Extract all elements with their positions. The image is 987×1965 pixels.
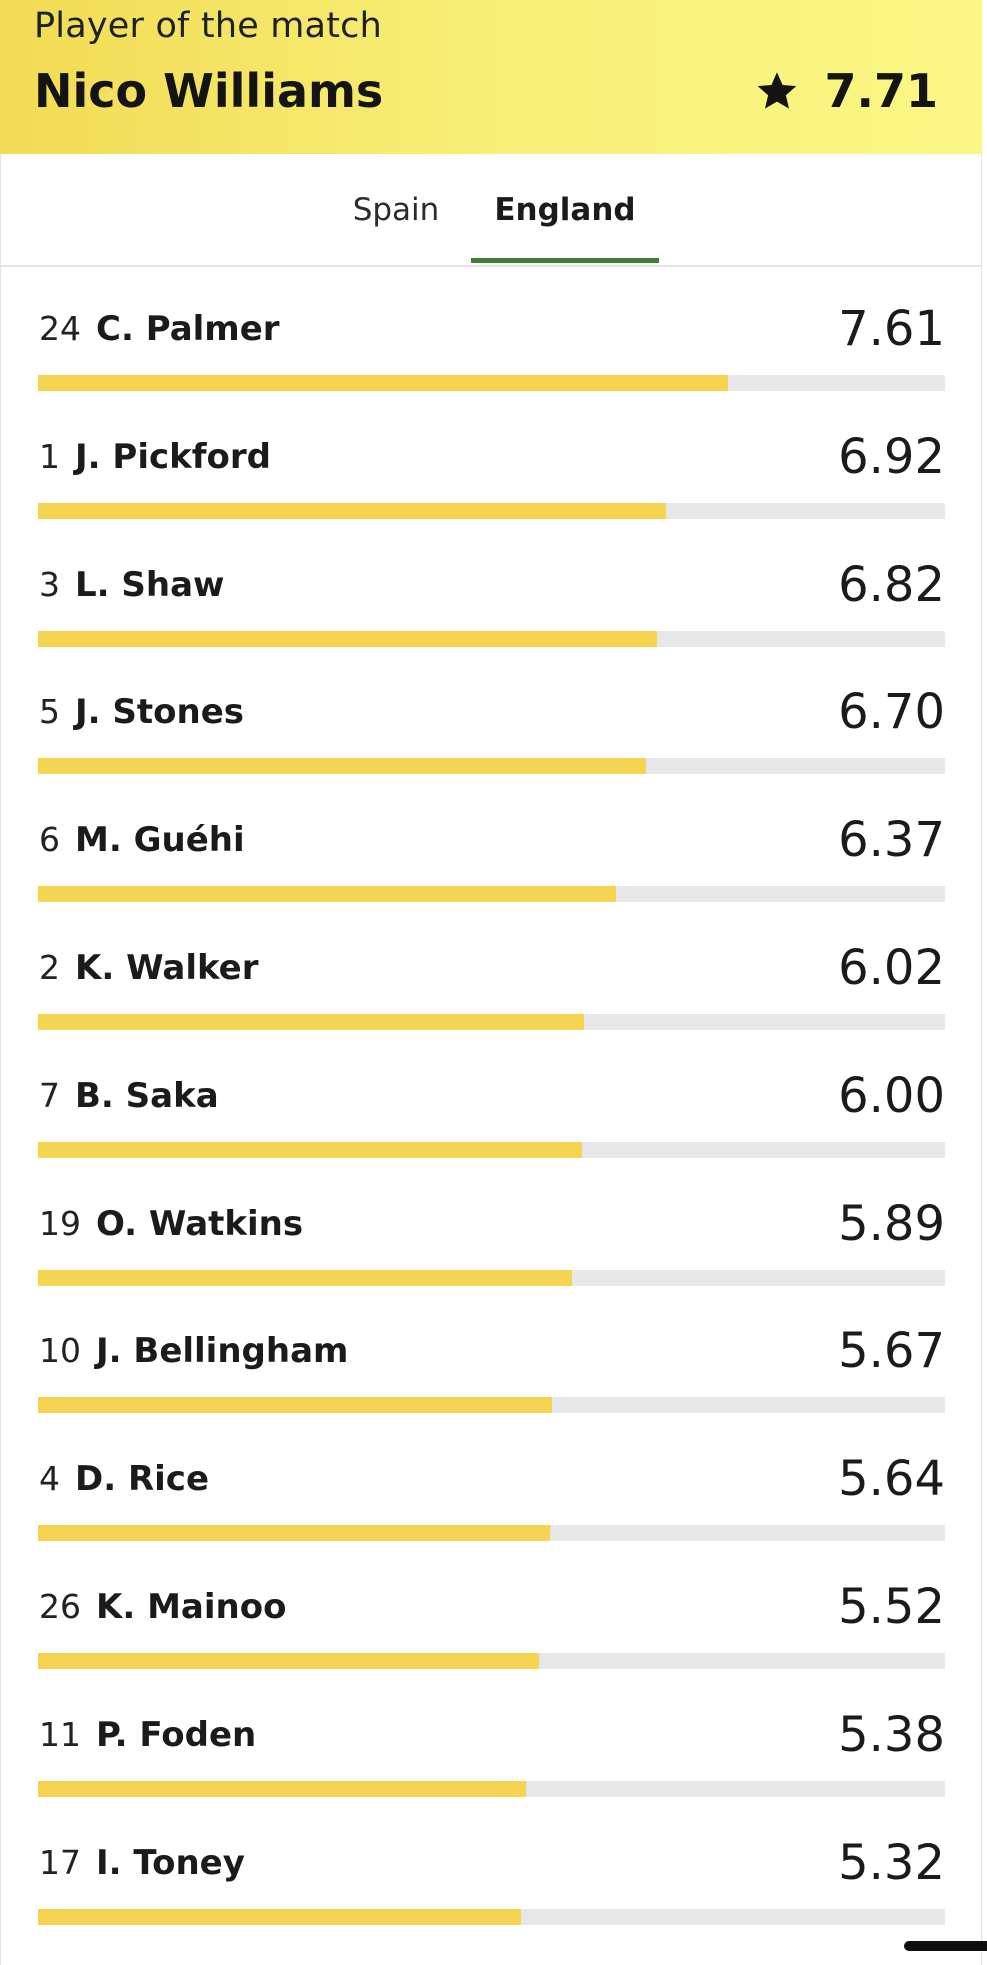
player-row[interactable]: 26 K. Mainoo 5.52 [1,1545,983,1673]
player-name: K. Mainoo [96,1587,287,1627]
player-row[interactable]: 10 J. Bellingham 5.67 [1,1289,983,1417]
player-number: 4 [39,1459,60,1499]
team-tabs: Spain England [0,154,982,267]
player-number: 10 [39,1331,81,1371]
potm-player-name: Nico Williams [34,64,384,118]
rating-bar-fill [38,1269,573,1286]
player-name: D. Rice [75,1459,210,1500]
player-row[interactable]: 5 J. Stones 6.70 [1,650,983,778]
player-row[interactable]: 6 M. Guéhi 6.37 [1,778,983,906]
player-number: 2 [39,948,60,987]
player-rating: 6.00 [838,1067,945,1124]
player-row[interactable]: 1 J. Pickford 6.92 [1,395,983,523]
player-name: J. Pickford [75,436,271,477]
rating-bar-track [38,1908,945,1925]
player-ratings-list: 24 C. Palmer 7.61 1 J. Pickford 6.92 3 L. Shaw 6… [0,267,982,1965]
rating-bar-track [38,1397,945,1414]
player-rating: 6.02 [838,940,945,996]
rating-bar-fill [38,1780,526,1797]
player-rating: 7.61 [838,301,945,357]
player-number: 1 [39,436,60,476]
player-name: J. Bellingham [96,1331,349,1372]
player-name: K. Walker [75,948,259,988]
player-row[interactable]: 4 D. Rice 5.64 [1,1417,983,1545]
player-rating: 6.92 [838,428,945,485]
potm-score: 7.71 [824,64,939,118]
rating-bar-fill [38,1397,553,1414]
potm-rating: 7.71 [755,64,939,118]
player-row[interactable]: 17 I. Toney 5.32 [1,1801,983,1929]
player-number: 19 [39,1203,81,1243]
rating-bar-track [38,758,945,775]
rating-bar-fill [38,502,666,519]
player-name: I. Toney [96,1842,245,1883]
player-name: O. Watkins [96,1203,304,1244]
rating-bar-track [38,1141,945,1158]
rating-bar-fill [38,886,616,903]
player-rating: 5.89 [838,1195,945,1252]
player-row[interactable]: 7 B. Saka 6.00 [1,1034,983,1162]
rating-bar-track [38,630,945,647]
rating-bar-fill [38,758,646,775]
player-row[interactable]: 3 L. Shaw 6.82 [1,523,983,651]
rating-bar-track [38,502,945,519]
rating-bar-fill [38,1653,539,1669]
player-number: 26 [39,1587,81,1626]
rating-bar-track [38,1780,945,1797]
player-rating: 6.70 [838,684,945,741]
player-rating: 5.67 [838,1323,945,1380]
player-of-the-match-banner: Player of the match Nico Williams 7.71 [0,0,982,154]
player-rating: 6.37 [838,812,945,869]
rating-bar-track [38,1269,945,1286]
player-number: 7 [39,1075,60,1115]
player-rating: 5.64 [838,1451,945,1508]
player-number: 17 [39,1842,81,1882]
player-name: M. Guéhi [75,820,245,861]
player-name: P. Foden [96,1714,257,1755]
player-row[interactable]: 11 P. Foden 5.38 [1,1673,983,1801]
tab-spain[interactable]: Spain [352,192,440,228]
player-rating: 5.52 [838,1579,945,1635]
player-number: 3 [39,564,60,604]
player-row[interactable]: 2 K. Walker 6.02 [1,906,983,1034]
tab-england[interactable]: England [494,192,636,228]
star-icon [757,72,796,109]
player-row[interactable]: 24 C. Palmer 7.61 [1,267,983,395]
rating-bar-track [38,1653,945,1669]
rating-bar-fill [38,1141,583,1158]
rating-bar-fill [38,1908,521,1925]
active-tab-indicator [471,258,659,263]
rating-bar-track [38,1014,945,1030]
player-number: 5 [39,692,60,732]
rating-bar-fill [38,1014,584,1030]
player-number: 6 [39,820,60,860]
rating-bar-fill [38,630,657,647]
player-rating: 5.38 [838,1706,945,1763]
player-name: L. Shaw [75,564,225,605]
player-number: 24 [39,309,81,348]
player-row[interactable]: 19 O. Watkins 5.89 [1,1162,983,1290]
rating-bar-fill [38,1525,550,1542]
rating-bar-track [38,886,945,903]
player-number: 11 [39,1714,81,1754]
player-rating: 5.32 [838,1834,945,1891]
player-name: J. Stones [75,692,245,733]
player-rating: 6.82 [838,556,945,613]
rating-bar-fill [38,375,729,391]
rating-bar-track [38,1525,945,1542]
rating-bar-track [38,375,945,391]
home-indicator[interactable] [904,1941,987,1951]
player-name: C. Palmer [96,309,280,349]
potm-label: Player of the match [34,6,382,46]
player-name: B. Saka [75,1075,219,1116]
